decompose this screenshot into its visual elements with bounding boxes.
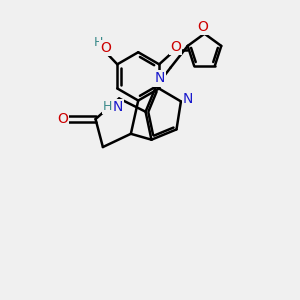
Text: N: N xyxy=(112,100,123,114)
Text: N: N xyxy=(154,71,165,85)
Text: H: H xyxy=(103,100,112,113)
Text: O: O xyxy=(100,41,111,55)
Text: N: N xyxy=(183,92,194,106)
Text: O: O xyxy=(198,20,208,34)
Text: O: O xyxy=(170,40,181,54)
Text: O: O xyxy=(57,112,68,126)
Text: H: H xyxy=(94,36,103,49)
